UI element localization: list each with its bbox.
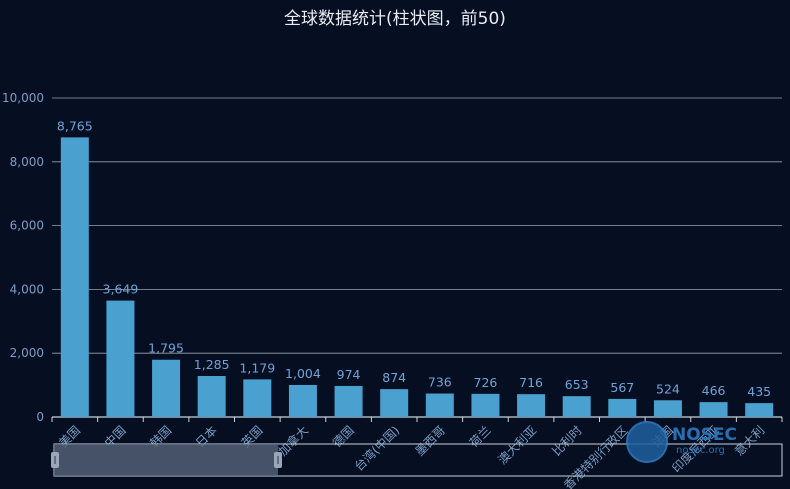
- bar[interactable]: [243, 379, 272, 417]
- bar[interactable]: [380, 389, 409, 417]
- watermark-logo: NOSEC nosec.org: [626, 421, 776, 467]
- data-label: 1,285: [194, 357, 230, 372]
- data-label: 1,795: [148, 341, 184, 356]
- data-label: 466: [702, 383, 726, 398]
- x-tick-label: 台湾(中国): [351, 423, 402, 474]
- x-tick-label: 德国: [329, 423, 357, 451]
- x-tick-label: 墨西哥: [413, 423, 448, 458]
- x-tick-label: 澳大利亚: [495, 423, 539, 467]
- data-zoom-slider[interactable]: [51, 443, 783, 477]
- bar[interactable]: [197, 376, 226, 417]
- zoom-window[interactable]: [54, 444, 278, 476]
- data-label: 3,649: [103, 282, 139, 297]
- bar[interactable]: [288, 384, 317, 417]
- bar[interactable]: [152, 359, 181, 417]
- bars: [60, 137, 774, 418]
- bar[interactable]: [517, 394, 546, 417]
- bar[interactable]: [562, 396, 591, 417]
- x-tick-label: 荷兰: [467, 423, 494, 450]
- data-labels: 8,765 3,649 1,795 1,285 1,179 1,004 974 874 736 7…: [57, 118, 771, 399]
- data-label: 736: [428, 375, 452, 390]
- y-tick-label: 2,000: [10, 346, 44, 360]
- bar[interactable]: [745, 403, 774, 417]
- y-tick-label: 6,000: [10, 219, 44, 233]
- bar[interactable]: [106, 300, 135, 417]
- y-tick-label: 4,000: [10, 282, 44, 296]
- bar[interactable]: [60, 137, 89, 418]
- chart-title: 全球数据统计(柱状图，前50): [284, 9, 506, 29]
- data-label: 874: [382, 370, 406, 385]
- data-label: 435: [747, 384, 771, 399]
- zoom-handle-right[interactable]: [274, 452, 282, 468]
- data-label: 716: [519, 375, 543, 390]
- x-tick-label: 比利时: [549, 423, 584, 458]
- bar[interactable]: [334, 385, 363, 417]
- bar[interactable]: [425, 393, 454, 417]
- shield-icon: [626, 421, 668, 463]
- bar[interactable]: [653, 400, 682, 417]
- data-label: 653: [565, 377, 589, 392]
- data-label: 1,004: [285, 366, 321, 381]
- bar[interactable]: [699, 402, 728, 417]
- zoom-handle-left[interactable]: [51, 452, 59, 468]
- data-label: 8,765: [57, 118, 93, 133]
- data-label: 567: [610, 380, 634, 395]
- bar[interactable]: [608, 398, 637, 417]
- y-tick-label: 0: [36, 410, 44, 424]
- watermark-sub: nosec.org: [676, 445, 725, 456]
- y-tick-label: 10,000: [2, 91, 44, 105]
- data-label: 974: [337, 367, 361, 382]
- data-label: 1,179: [239, 360, 275, 375]
- y-tick-label: 8,000: [10, 155, 44, 169]
- y-axis-ticks: 0 2,000 4,000 6,000 8,000 10,000: [2, 91, 44, 424]
- data-label: 524: [656, 381, 680, 396]
- watermark-text: NOSEC: [672, 425, 738, 445]
- data-label: 726: [474, 375, 498, 390]
- bar[interactable]: [471, 393, 500, 417]
